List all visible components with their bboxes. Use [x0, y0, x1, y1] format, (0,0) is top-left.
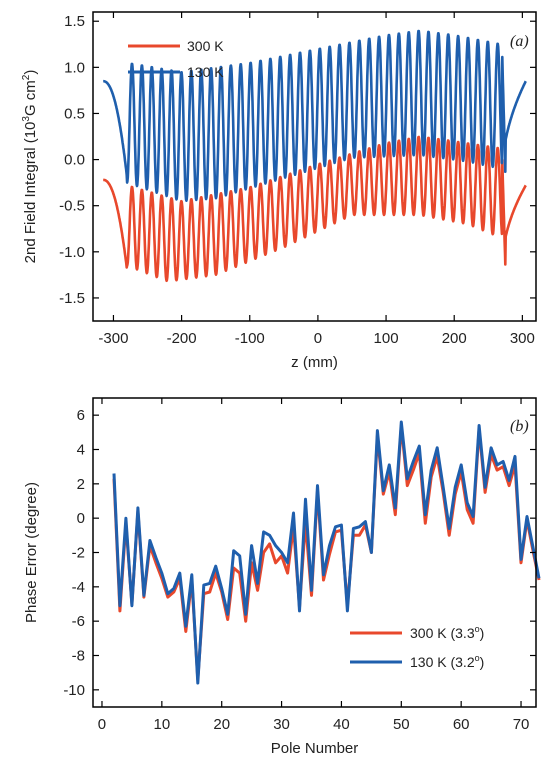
- panel-a-y-tick-label: -1.5: [59, 290, 85, 307]
- panel-a-x-tick-label: 0: [314, 330, 322, 347]
- panel-a-x-ticks: -300 -200 -100 0 100 200 300: [98, 12, 535, 347]
- series-line-130k: [102, 29, 527, 202]
- panel-b-y-tick-label: 4: [77, 442, 85, 459]
- panel-b-y-tick-label: -6: [72, 613, 85, 630]
- legend-label-300k: 300 K: [187, 38, 224, 54]
- panel-b-y-tick-label: 6: [77, 407, 85, 424]
- legend-label-130k: 130 K: [187, 64, 224, 80]
- series-line-300k: [102, 135, 527, 283]
- legend-130k-b-sup: o: [475, 653, 480, 663]
- panel-b-y-label: Phase Error (degree): [23, 482, 40, 623]
- panel-b-x-ticks: 0 10 20 30 40 50 60 70: [98, 398, 530, 733]
- panel-b-x-tick-label: 60: [453, 716, 470, 733]
- panel-a-y-tick-label: 1.5: [64, 13, 85, 30]
- panel-a-y-label-sup2: 2: [21, 74, 32, 80]
- panel-b-y-tick-label: -2: [72, 545, 85, 562]
- panel-b-legend: 300 K (3.3o) 130 K (3.2o): [350, 624, 484, 670]
- panel-b-y-tick-label: -8: [72, 648, 85, 665]
- panel-a: -300 -200 -100 0 100 200 300 -1.5 -1.0 -0.5 0.0 0.…: [21, 11, 537, 371]
- panel-b-x-label: Pole Number: [271, 740, 359, 757]
- panel-b-y-tick-label: 0: [77, 510, 85, 527]
- panel-b: 0 10 20 30 40 50 60 70 -10 -8 -6 -4 -2 0 2 4 6 (b) Pole…: [23, 397, 541, 757]
- panel-a-y-tick-label: 0.5: [64, 105, 85, 122]
- panel-a-x-tick-label: 200: [442, 330, 467, 347]
- panel-a-x-tick-label: 100: [374, 330, 399, 347]
- panel-a-y-label-part2: G cm: [22, 80, 39, 116]
- panel-b-y-tick-label: -4: [72, 579, 85, 596]
- panel-a-x-tick-label: -300: [98, 330, 128, 347]
- panel-b-x-tick-label: 0: [98, 716, 106, 733]
- panel-a-y-tick-label: 1.0: [64, 59, 85, 76]
- panel-a-x-tick-label: 300: [510, 330, 535, 347]
- legend-300k-b-sup: o: [475, 624, 480, 634]
- legend-130k-b-end: ): [480, 654, 485, 670]
- panel-b-x-tick-label: 50: [393, 716, 410, 733]
- panel-a-y-tick-label: 0.0: [64, 152, 85, 169]
- panel-b-y-ticks: -10 -8 -6 -4 -2 0 2 4 6: [63, 407, 536, 699]
- panel-a-y-ticks: -1.5 -1.0 -0.5 0.0 0.5 1.0 1.5: [59, 13, 536, 307]
- legend-300k-b-main: 300 K (3.3: [410, 625, 475, 641]
- legend-300k-b-end: ): [480, 625, 485, 641]
- panel-a-y-label-part1: 2nd Field Integral (10: [22, 122, 39, 264]
- panel-a-y-label-sup1: 3: [21, 116, 32, 122]
- panel-a-y-tick-label: -0.5: [59, 198, 85, 215]
- panel-b-x-tick-label: 10: [154, 716, 171, 733]
- panel-a-x-tick-label: -200: [167, 330, 197, 347]
- legend-label-300k-b: 300 K (3.3o): [410, 624, 484, 641]
- panel-b-x-tick-label: 30: [273, 716, 290, 733]
- panel-b-x-tick-label: 70: [513, 716, 530, 733]
- panel-a-legend: 300 K 130 K: [128, 38, 224, 80]
- panel-b-tag: (b): [510, 418, 529, 435]
- panel-a-x-tick-label: -100: [235, 330, 265, 347]
- panel-b-x-tick-label: 20: [213, 716, 230, 733]
- panel-a-y-label-part3: ): [22, 70, 39, 75]
- legend-label-130k-b: 130 K (3.2o): [410, 653, 484, 670]
- panel-b-x-tick-label: 40: [333, 716, 350, 733]
- panel-a-x-label: z (mm): [291, 354, 338, 371]
- panel-b-y-tick-label: -10: [63, 682, 85, 699]
- panel-b-y-tick-label: 2: [77, 476, 85, 493]
- series-line-130k-b: [112, 420, 541, 685]
- legend-130k-b-main: 130 K (3.2: [410, 654, 475, 670]
- panel-b-series: [112, 420, 541, 685]
- panel-a-y-tick-label: -1.0: [59, 244, 85, 261]
- panel-a-tag: (a): [510, 33, 529, 50]
- panel-a-series: [102, 29, 527, 283]
- panel-a-frame: [92, 11, 537, 322]
- panel-a-y-label: 2nd Field Integral (103G cm2): [21, 70, 39, 264]
